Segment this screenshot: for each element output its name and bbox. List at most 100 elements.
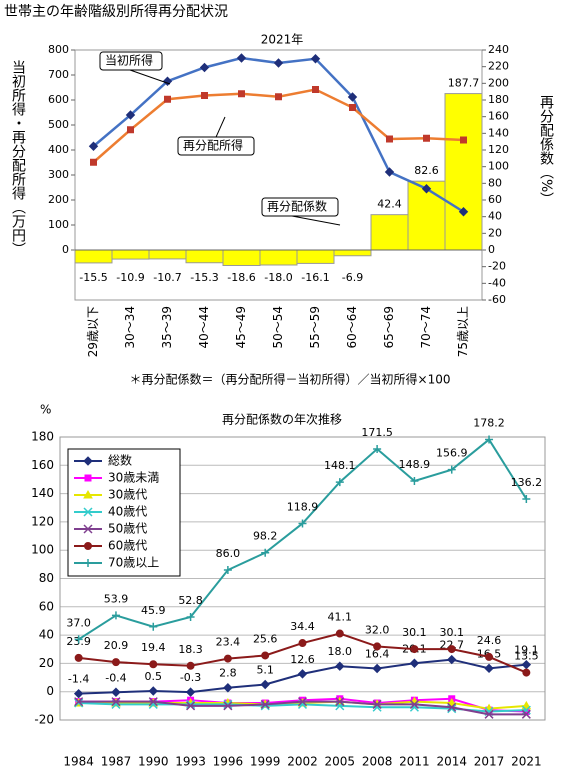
x-tick-label: 35～39 [160, 306, 174, 349]
marker [111, 658, 120, 667]
marker [347, 92, 358, 102]
data-label: 18.0 [328, 645, 353, 658]
marker [149, 622, 158, 631]
data-label: 30.1 [402, 626, 427, 639]
footnote: ＊再分配係数＝（再分配所得－当初所得）／当初所得×100 [130, 372, 451, 387]
marker [90, 158, 97, 166]
bar [222, 249, 261, 266]
y2-tick-label: 120 [488, 143, 509, 156]
marker [384, 167, 395, 177]
legend-label: 40歳代 [108, 505, 147, 519]
data-label: 30.1 [439, 626, 464, 639]
legend-label: 30歳代 [108, 488, 147, 502]
marker [485, 652, 494, 661]
marker [335, 697, 345, 707]
y-tick-label: 300 [48, 168, 69, 181]
marker [447, 465, 456, 474]
marker [297, 697, 308, 707]
marker [386, 135, 393, 143]
marker [84, 474, 92, 482]
data-label: -15.5 [79, 271, 107, 284]
marker [522, 494, 531, 503]
marker [372, 699, 382, 709]
data-label: -0.3 [180, 671, 201, 684]
y-tick-label: 80 [39, 571, 54, 585]
marker [83, 489, 93, 499]
x-tick-label: 2021 [511, 755, 542, 769]
marker [236, 53, 247, 63]
marker [74, 697, 84, 707]
marker [335, 661, 345, 671]
marker [297, 669, 308, 679]
marker [201, 92, 208, 99]
marker [335, 701, 345, 711]
data-label: 118.9 [287, 500, 319, 513]
legend-label: 60歳代 [108, 539, 147, 553]
y-tick-label: 0 [46, 684, 54, 698]
marker [148, 697, 158, 707]
y2-tick-label: 0 [488, 243, 495, 256]
data-label: 24.6 [477, 634, 502, 647]
data-label: 156.9 [436, 447, 468, 460]
data-label: 53.9 [104, 592, 129, 605]
x-tick-label: 29歳以下 [86, 306, 100, 357]
data-label: 2.8 [219, 667, 237, 680]
marker [484, 663, 494, 674]
bar [296, 249, 335, 264]
x-tick-label: 55～59 [308, 306, 322, 349]
bar [111, 249, 150, 260]
marker [312, 86, 319, 93]
marker [335, 629, 344, 638]
bar [74, 249, 113, 264]
y-tick-label: 0 [62, 243, 69, 256]
marker [74, 653, 83, 662]
callout-label: 再分配所得 [183, 138, 243, 153]
y-tick-label: 140 [31, 486, 54, 500]
data-label: -6.9 [342, 271, 363, 284]
bar [148, 249, 187, 260]
marker [261, 548, 270, 557]
data-label: -18.6 [227, 271, 255, 284]
legend-label: 70歳以上 [108, 556, 159, 570]
y-axis-label: 当初所得・再分配所得（万円） [10, 60, 26, 256]
marker [484, 709, 494, 719]
data-label: 12.6 [290, 653, 315, 666]
marker [260, 701, 270, 711]
x-tick-label: 40～44 [197, 306, 211, 349]
data-label: 34.4 [290, 620, 315, 633]
marker [127, 126, 134, 134]
y-tick-label: 180 [31, 430, 54, 444]
data-label: 32.0 [365, 623, 390, 636]
y2-tick-label: -20 [488, 260, 506, 273]
marker [84, 559, 92, 567]
marker [149, 660, 158, 669]
y2-tick-label: -60 [488, 293, 506, 306]
y2-tick-label: 100 [488, 160, 509, 173]
marker [84, 542, 92, 550]
y2-axis-label: 再分配係数（%） [538, 95, 554, 206]
marker [372, 663, 382, 674]
callout-pointer [129, 69, 171, 85]
line [92, 88, 464, 164]
y-tick-label: 60 [39, 599, 54, 613]
callout-pointer [291, 215, 341, 226]
marker [83, 507, 93, 517]
x-tick-label: 60～64 [345, 306, 359, 349]
data-label: -15.3 [190, 271, 218, 284]
legend-label: 50歳代 [108, 522, 147, 536]
y2-tick-label: 220 [488, 60, 509, 73]
marker [373, 642, 382, 651]
marker [164, 95, 171, 103]
marker [273, 58, 284, 68]
data-label: -1.4 [68, 673, 89, 686]
x-tick-label: 70～74 [419, 306, 433, 349]
x-tick-label: 30～34 [123, 306, 137, 349]
data-label: 16.4 [365, 647, 390, 660]
marker [186, 661, 195, 670]
marker [260, 699, 270, 709]
marker [447, 654, 457, 665]
marker [223, 654, 232, 663]
y-tick-label: 100 [48, 218, 69, 231]
x-tick-label: 1984 [63, 755, 94, 769]
